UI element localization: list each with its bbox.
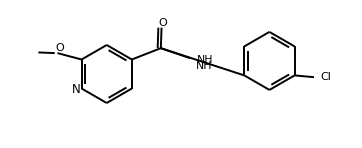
Text: N: N: [72, 83, 81, 96]
Text: O: O: [55, 43, 64, 53]
Text: NH: NH: [197, 55, 213, 65]
Text: O: O: [158, 18, 167, 28]
Text: NH: NH: [196, 61, 212, 71]
Text: Cl: Cl: [320, 72, 331, 82]
